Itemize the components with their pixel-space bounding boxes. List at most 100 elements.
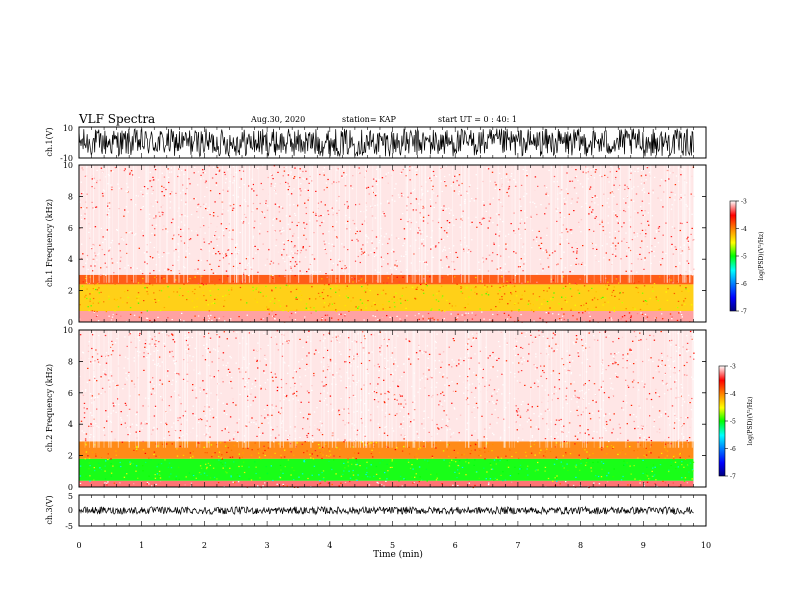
spectrogram-pixel — [115, 384, 117, 386]
spectrogram-pixel — [466, 458, 468, 461]
spectrogram-pixel — [273, 190, 276, 192]
spectrogram-pixel — [410, 222, 413, 224]
spectrogram-pixel — [539, 258, 541, 261]
spectrogram-pixel — [497, 460, 499, 462]
spectrogram-pixel — [363, 211, 365, 213]
spectrogram-pixel — [397, 385, 400, 388]
spectrogram-pixel — [226, 338, 228, 340]
spectrogram-pixel — [259, 233, 261, 235]
spectrogram-pixel — [489, 217, 492, 219]
spectrogram-pixel — [392, 380, 394, 382]
spectrogram-pixel — [512, 279, 515, 281]
spectrogram-pixel — [639, 437, 641, 439]
spectrogram-pixel — [592, 214, 594, 216]
spectrogram-pixel — [538, 296, 541, 298]
spectrogram-pixel — [230, 318, 232, 320]
spectrogram-pixel — [414, 314, 416, 317]
spectrogram-pixel — [204, 182, 207, 184]
spectrogram-pixel — [395, 463, 397, 465]
spectrogram-pixel — [112, 402, 114, 404]
spectrogram-pixel — [231, 209, 234, 211]
spectrogram-pixel — [230, 376, 233, 379]
spectrogram-pixel — [432, 245, 434, 247]
spectrogram-pixel — [212, 302, 215, 304]
spectrogram-pixel — [360, 388, 363, 390]
spectrogram-pixel — [396, 261, 398, 263]
spectrogram-pixel — [202, 234, 204, 236]
spectrogram-pixel — [428, 395, 430, 397]
spectrogram-pixel — [89, 293, 91, 295]
spectrogram-pixel — [220, 442, 222, 444]
spectrogram-pixel — [110, 463, 112, 465]
spectrogram-pixel — [688, 394, 690, 396]
spectrogram-pixel — [427, 214, 430, 216]
spectrogram-pixel — [239, 205, 241, 207]
spectrogram-pixel — [330, 403, 332, 405]
spectrogram-pixel — [578, 397, 580, 399]
spectrogram-pixel — [517, 437, 520, 439]
spectrogram-pixel — [636, 168, 639, 170]
spectrogram-pixel — [412, 210, 415, 212]
spectrogram-pixel — [495, 463, 497, 465]
spectrogram-pixel — [501, 298, 503, 300]
spectrogram-pixel — [383, 485, 385, 487]
spectrogram-pixel — [639, 308, 642, 311]
spectrogram-pixel — [360, 253, 363, 256]
spectrogram-pixel — [579, 374, 581, 376]
spectrogram-pixel — [178, 438, 180, 440]
spectrogram-pixel — [446, 235, 449, 237]
spectrogram-pixel — [664, 180, 667, 182]
spectrogram-pixel — [293, 385, 296, 388]
spectrogram-pixel — [296, 309, 298, 311]
spectrogram-pixel — [456, 477, 458, 479]
spectrogram-pixel — [566, 301, 568, 303]
spectrogram-pixel — [639, 482, 641, 484]
spectrogram-pixel — [278, 211, 281, 213]
spectrogram-pixel — [280, 378, 283, 381]
spectrogram-pixel — [361, 251, 363, 253]
spectrogram-pixel — [382, 459, 384, 461]
spectrogram-pixel — [626, 250, 628, 252]
spectrogram-pixel — [192, 474, 195, 477]
spectrogram-pixel — [435, 442, 437, 444]
spectrogram-pixel — [203, 344, 205, 346]
spectrogram-pixel — [317, 207, 319, 210]
spectrogram-pixel — [507, 303, 509, 305]
spectrogram-pixel — [192, 278, 194, 280]
spectrogram-pixel — [300, 401, 302, 403]
spectrogram-pixel — [146, 357, 148, 359]
spectrogram-pixel — [292, 176, 294, 178]
spectrogram-pixel — [602, 462, 605, 465]
spectrogram-pixel — [345, 214, 347, 217]
spectrogram-pixel — [100, 227, 103, 229]
spectrogram-pixel — [496, 224, 499, 226]
spectrogram-pixel — [365, 187, 368, 189]
spectrogram-pixel — [165, 188, 167, 191]
spectrogram-pixel — [256, 287, 258, 289]
spectrogram-pixel — [601, 387, 604, 390]
spectrogram-pixel — [103, 254, 106, 256]
spectrogram-pixel — [302, 228, 305, 230]
spectrogram-pixel — [655, 388, 657, 390]
spectrogram-pixel — [100, 274, 102, 276]
spectrogram-pixel — [527, 409, 529, 411]
spectrogram-pixel — [194, 198, 197, 200]
spectrogram-pixel — [306, 450, 308, 452]
spectrogram-pixel — [335, 473, 337, 475]
spectrogram-pixel — [79, 391, 81, 393]
spectrogram-pixel — [510, 481, 513, 483]
spectrogram-pixel — [435, 320, 437, 322]
spectrogram-pixel — [170, 167, 172, 169]
spectrogram-pixel — [440, 259, 442, 261]
spectrogram-pixel — [153, 246, 155, 249]
spectrogram-pixel — [273, 302, 276, 304]
spectrogram-pixel — [209, 337, 212, 339]
spectrogram-pixel — [482, 261, 485, 263]
spectrogram-pixel — [227, 362, 229, 364]
spectrogram-pixel — [681, 169, 683, 171]
spectrogram-pixel — [145, 420, 147, 422]
spectrogram-pixel — [152, 189, 154, 191]
spectrogram-pixel — [364, 403, 366, 405]
spectrogram-pixel — [328, 305, 330, 307]
spectrogram-pixel — [195, 477, 197, 479]
